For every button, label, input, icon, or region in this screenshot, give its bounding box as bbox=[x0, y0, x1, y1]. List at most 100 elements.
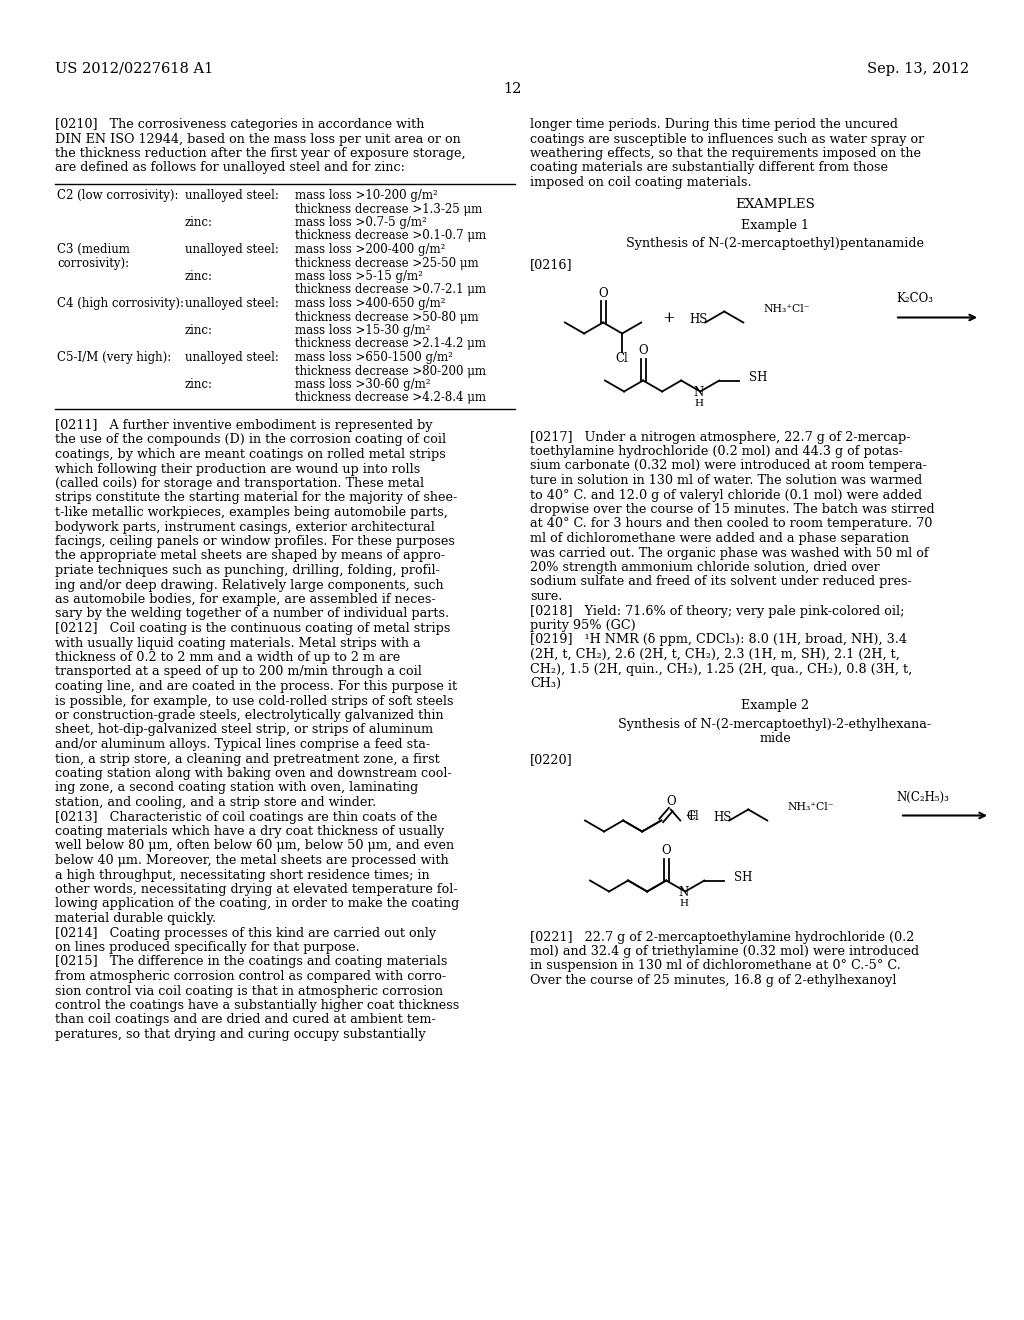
Text: O: O bbox=[638, 345, 648, 356]
Text: SH: SH bbox=[750, 371, 768, 384]
Text: Cl: Cl bbox=[686, 810, 698, 822]
Text: mass loss >0.7-5 g/m²: mass loss >0.7-5 g/m² bbox=[295, 216, 427, 228]
Text: thickness decrease >0.7-2.1 μm: thickness decrease >0.7-2.1 μm bbox=[295, 284, 486, 297]
Text: [0210]   The corrosiveness categories in accordance with: [0210] The corrosiveness categories in a… bbox=[55, 117, 424, 131]
Text: than coil coatings and are dried and cured at ambient tem-: than coil coatings and are dried and cur… bbox=[55, 1014, 436, 1027]
Text: Cl: Cl bbox=[615, 352, 629, 366]
Text: NH₃⁺Cl⁻: NH₃⁺Cl⁻ bbox=[787, 801, 834, 812]
Text: [0213]   Characteristic of coil coatings are thin coats of the: [0213] Characteristic of coil coatings a… bbox=[55, 810, 437, 824]
Text: DIN EN ISO 12944, based on the mass loss per unit area or on: DIN EN ISO 12944, based on the mass loss… bbox=[55, 132, 461, 145]
Text: sion control via coil coating is that in atmospheric corrosion: sion control via coil coating is that in… bbox=[55, 985, 443, 998]
Text: [0220]: [0220] bbox=[530, 752, 572, 766]
Text: longer time periods. During this time period the uncured: longer time periods. During this time pe… bbox=[530, 117, 898, 131]
Text: or construction-grade steels, electrolytically galvanized thin: or construction-grade steels, electrolyt… bbox=[55, 709, 443, 722]
Text: tion, a strip store, a cleaning and pretreatment zone, a first: tion, a strip store, a cleaning and pret… bbox=[55, 752, 439, 766]
Text: on lines produced specifically for that purpose.: on lines produced specifically for that … bbox=[55, 941, 359, 954]
Text: peratures, so that drying and curing occupy substantially: peratures, so that drying and curing occ… bbox=[55, 1028, 426, 1041]
Text: mol) and 32.4 g of triethylamine (0.32 mol) were introduced: mol) and 32.4 g of triethylamine (0.32 m… bbox=[530, 945, 920, 958]
Text: [0215]   The difference in the coatings and coating materials: [0215] The difference in the coatings an… bbox=[55, 956, 447, 969]
Text: thickness decrease >2.1-4.2 μm: thickness decrease >2.1-4.2 μm bbox=[295, 338, 485, 351]
Text: coating line, and are coated in the process. For this purpose it: coating line, and are coated in the proc… bbox=[55, 680, 457, 693]
Text: sary by the welding together of a number of individual parts.: sary by the welding together of a number… bbox=[55, 607, 450, 620]
Text: C5-I/M (very high):: C5-I/M (very high): bbox=[57, 351, 171, 364]
Text: thickness decrease >0.1-0.7 μm: thickness decrease >0.1-0.7 μm bbox=[295, 230, 486, 243]
Text: [0216]: [0216] bbox=[530, 257, 572, 271]
Text: well below 80 μm, often below 60 μm, below 50 μm, and even: well below 80 μm, often below 60 μm, bel… bbox=[55, 840, 454, 853]
Text: as automobile bodies, for example, are assembled if neces-: as automobile bodies, for example, are a… bbox=[55, 593, 435, 606]
Text: ml of dichloromethane were added and a phase separation: ml of dichloromethane were added and a p… bbox=[530, 532, 909, 545]
Text: at 40° C. for 3 hours and then cooled to room temperature. 70: at 40° C. for 3 hours and then cooled to… bbox=[530, 517, 933, 531]
Text: O: O bbox=[666, 795, 676, 808]
Text: CH₂), 1.5 (2H, quin., CH₂), 1.25 (2H, qua., CH₂), 0.8 (3H, t,: CH₂), 1.5 (2H, quin., CH₂), 1.25 (2H, qu… bbox=[530, 663, 912, 676]
Text: was carried out. The organic phase was washed with 50 ml of: was carried out. The organic phase was w… bbox=[530, 546, 929, 560]
Text: coating station along with baking oven and downstream cool-: coating station along with baking oven a… bbox=[55, 767, 452, 780]
Text: below 40 μm. Moreover, the metal sheets are processed with: below 40 μm. Moreover, the metal sheets … bbox=[55, 854, 449, 867]
Text: unalloyed steel:: unalloyed steel: bbox=[185, 297, 279, 310]
Text: coatings, by which are meant coatings on rolled metal strips: coatings, by which are meant coatings on… bbox=[55, 447, 445, 461]
Text: [0214]   Coating processes of this kind are carried out only: [0214] Coating processes of this kind ar… bbox=[55, 927, 436, 940]
Text: the thickness reduction after the first year of exposure storage,: the thickness reduction after the first … bbox=[55, 147, 466, 160]
Text: SH: SH bbox=[734, 871, 753, 884]
Text: toethylamine hydrochloride (0.2 mol) and 44.3 g of potas-: toethylamine hydrochloride (0.2 mol) and… bbox=[530, 445, 903, 458]
Text: is possible, for example, to use cold-rolled strips of soft steels: is possible, for example, to use cold-ro… bbox=[55, 694, 454, 708]
Text: a high throughput, necessitating short residence times; in: a high throughput, necessitating short r… bbox=[55, 869, 430, 882]
Text: bodywork parts, instrument casings, exterior architectural: bodywork parts, instrument casings, exte… bbox=[55, 520, 435, 533]
Text: zinc:: zinc: bbox=[185, 378, 213, 391]
Text: unalloyed steel:: unalloyed steel: bbox=[185, 351, 279, 364]
Text: weathering effects, so that the requirements imposed on the: weathering effects, so that the requirem… bbox=[530, 147, 921, 160]
Text: Over the course of 25 minutes, 16.8 g of 2-ethylhexanoyl: Over the course of 25 minutes, 16.8 g of… bbox=[530, 974, 896, 987]
Text: ing zone, a second coating station with oven, laminating: ing zone, a second coating station with … bbox=[55, 781, 418, 795]
Text: O: O bbox=[598, 286, 608, 300]
Text: sodium sulfate and freed of its solvent under reduced pres-: sodium sulfate and freed of its solvent … bbox=[530, 576, 911, 589]
Text: C2 (low corrosivity):: C2 (low corrosivity): bbox=[57, 189, 178, 202]
Text: sheet, hot-dip-galvanized steel strip, or strips of aluminum: sheet, hot-dip-galvanized steel strip, o… bbox=[55, 723, 433, 737]
Text: [0221]   22.7 g of 2-mercaptoethylamine hydrochloride (0.2: [0221] 22.7 g of 2-mercaptoethylamine hy… bbox=[530, 931, 914, 944]
Text: NH₃⁺Cl⁻: NH₃⁺Cl⁻ bbox=[763, 304, 810, 314]
Text: material durable quickly.: material durable quickly. bbox=[55, 912, 216, 925]
Text: (2H, t, CH₂), 2.6 (2H, t, CH₂), 2.3 (1H, m, SH), 2.1 (2H, t,: (2H, t, CH₂), 2.6 (2H, t, CH₂), 2.3 (1H,… bbox=[530, 648, 900, 661]
Text: N: N bbox=[679, 886, 689, 899]
Text: strips constitute the starting material for the majority of shee-: strips constitute the starting material … bbox=[55, 491, 458, 504]
Text: [0218]   Yield: 71.6% of theory; very pale pink-colored oil;: [0218] Yield: 71.6% of theory; very pale… bbox=[530, 605, 904, 618]
Text: C3 (medium: C3 (medium bbox=[57, 243, 130, 256]
Text: C4 (high corrosivity):: C4 (high corrosivity): bbox=[57, 297, 184, 310]
Text: Sep. 13, 2012: Sep. 13, 2012 bbox=[867, 62, 969, 77]
Text: HS: HS bbox=[713, 810, 731, 824]
Text: mass loss >400-650 g/m²: mass loss >400-650 g/m² bbox=[295, 297, 445, 310]
Text: priate techniques such as punching, drilling, folding, profil-: priate techniques such as punching, dril… bbox=[55, 564, 440, 577]
Text: from atmospheric corrosion control as compared with corro-: from atmospheric corrosion control as co… bbox=[55, 970, 446, 983]
Text: thickness decrease >50-80 μm: thickness decrease >50-80 μm bbox=[295, 310, 478, 323]
Text: US 2012/0227618 A1: US 2012/0227618 A1 bbox=[55, 62, 213, 77]
Text: transported at a speed of up to 200 m/min through a coil: transported at a speed of up to 200 m/mi… bbox=[55, 665, 422, 678]
Text: (called coils) for storage and transportation. These metal: (called coils) for storage and transport… bbox=[55, 477, 424, 490]
Text: station, and cooling, and a strip store and winder.: station, and cooling, and a strip store … bbox=[55, 796, 376, 809]
Text: HS: HS bbox=[689, 313, 708, 326]
Text: zinc:: zinc: bbox=[185, 323, 213, 337]
Text: [0219]   ¹H NMR (δ ppm, CDCl₃): 8.0 (1H, broad, NH), 3.4: [0219] ¹H NMR (δ ppm, CDCl₃): 8.0 (1H, b… bbox=[530, 634, 907, 647]
Text: mass loss >5-15 g/m²: mass loss >5-15 g/m² bbox=[295, 271, 423, 282]
Text: unalloyed steel:: unalloyed steel: bbox=[185, 243, 279, 256]
Text: ing and/or deep drawing. Relatively large components, such: ing and/or deep drawing. Relatively larg… bbox=[55, 578, 443, 591]
Text: [0217]   Under a nitrogen atmosphere, 22.7 g of 2-mercap-: [0217] Under a nitrogen atmosphere, 22.7… bbox=[530, 430, 910, 444]
Text: [0212]   Coil coating is the continuous coating of metal strips: [0212] Coil coating is the continuous co… bbox=[55, 622, 451, 635]
Text: thickness decrease >25-50 μm: thickness decrease >25-50 μm bbox=[295, 256, 478, 269]
Text: the use of the compounds (D) in the corrosion coating of coil: the use of the compounds (D) in the corr… bbox=[55, 433, 446, 446]
Text: thickness decrease >80-200 μm: thickness decrease >80-200 μm bbox=[295, 364, 486, 378]
Text: Synthesis of N-(2-mercaptoethyl)-2-ethylhexana-: Synthesis of N-(2-mercaptoethyl)-2-ethyl… bbox=[618, 718, 932, 731]
Text: the appropriate metal sheets are shaped by means of appro-: the appropriate metal sheets are shaped … bbox=[55, 549, 445, 562]
Text: H: H bbox=[679, 899, 688, 908]
Text: unalloyed steel:: unalloyed steel: bbox=[185, 189, 279, 202]
Text: in suspension in 130 ml of dichloromethane at 0° C.-5° C.: in suspension in 130 ml of dichlorometha… bbox=[530, 960, 901, 973]
Text: thickness decrease >4.2-8.4 μm: thickness decrease >4.2-8.4 μm bbox=[295, 392, 486, 404]
Text: coating materials which have a dry coat thickness of usually: coating materials which have a dry coat … bbox=[55, 825, 444, 838]
Text: [0211]   A further inventive embodiment is represented by: [0211] A further inventive embodiment is… bbox=[55, 418, 432, 432]
Text: zinc:: zinc: bbox=[185, 271, 213, 282]
Text: N: N bbox=[693, 385, 703, 399]
Text: dropwise over the course of 15 minutes. The batch was stirred: dropwise over the course of 15 minutes. … bbox=[530, 503, 935, 516]
Text: CH₃): CH₃) bbox=[530, 677, 561, 690]
Text: zinc:: zinc: bbox=[185, 216, 213, 228]
Text: Example 2: Example 2 bbox=[741, 700, 809, 713]
Text: ture in solution in 130 ml of water. The solution was warmed: ture in solution in 130 ml of water. The… bbox=[530, 474, 923, 487]
Text: mass loss >30-60 g/m²: mass loss >30-60 g/m² bbox=[295, 378, 430, 391]
Text: imposed on coil coating materials.: imposed on coil coating materials. bbox=[530, 176, 752, 189]
